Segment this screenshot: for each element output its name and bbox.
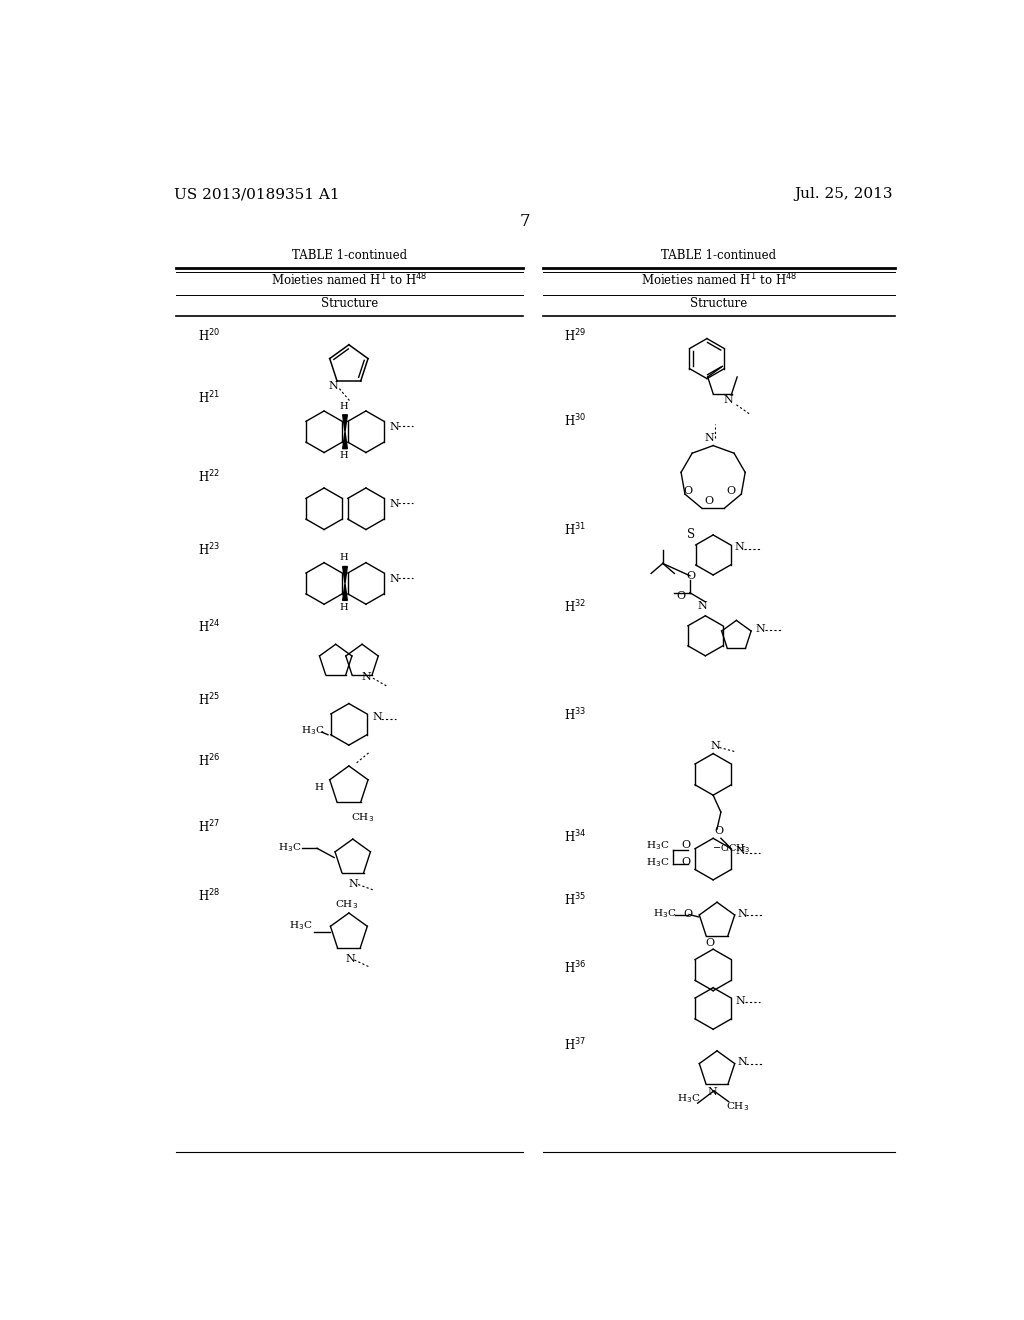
- Text: N: N: [708, 1088, 717, 1097]
- Text: H: H: [339, 553, 348, 562]
- Text: H$_3$C: H$_3$C: [646, 857, 669, 869]
- Text: N: N: [361, 672, 371, 681]
- Text: H$^{33}$: H$^{33}$: [564, 708, 587, 723]
- Text: O: O: [687, 570, 696, 581]
- Polygon shape: [343, 566, 347, 583]
- Text: O: O: [683, 486, 692, 496]
- Text: H$^{35}$: H$^{35}$: [564, 892, 587, 908]
- Text: O: O: [681, 841, 690, 850]
- Text: H$^{21}$: H$^{21}$: [198, 389, 220, 407]
- Text: H$^{32}$: H$^{32}$: [564, 599, 587, 615]
- Text: TABLE 1-continued: TABLE 1-continued: [662, 248, 776, 261]
- Text: Moieties named H$^1$ to H$^{48}$: Moieties named H$^1$ to H$^{48}$: [641, 272, 797, 289]
- Text: H$_3$C: H$_3$C: [653, 907, 677, 920]
- Text: H$^{36}$: H$^{36}$: [564, 960, 587, 975]
- Text: US 2013/0189351 A1: US 2013/0189351 A1: [174, 187, 340, 202]
- Text: N: N: [389, 499, 399, 510]
- Text: O: O: [676, 591, 685, 601]
- Text: methoxy: methoxy: [724, 849, 730, 850]
- Text: CH$_3$: CH$_3$: [335, 898, 358, 911]
- Polygon shape: [343, 432, 347, 449]
- Text: H$_3$C: H$_3$C: [279, 841, 302, 854]
- Text: N: N: [735, 995, 745, 1006]
- Text: N: N: [372, 711, 382, 722]
- Text: Jul. 25, 2013: Jul. 25, 2013: [795, 187, 893, 202]
- Text: TABLE 1-continued: TABLE 1-continued: [292, 248, 408, 261]
- Text: O: O: [705, 496, 714, 506]
- Text: N: N: [345, 954, 354, 965]
- Text: N: N: [756, 624, 766, 634]
- Text: CH$_3$: CH$_3$: [351, 810, 375, 824]
- Text: H$_3$C: H$_3$C: [289, 920, 312, 932]
- Text: N: N: [389, 574, 399, 583]
- Text: N: N: [737, 909, 746, 919]
- Text: H$^{37}$: H$^{37}$: [564, 1036, 587, 1053]
- Text: N: N: [724, 395, 733, 405]
- Text: H$^{24}$: H$^{24}$: [198, 618, 220, 635]
- Text: N: N: [710, 741, 720, 751]
- Text: H$^{31}$: H$^{31}$: [564, 523, 587, 539]
- Text: H: H: [339, 603, 348, 611]
- Text: H$_3$C: H$_3$C: [301, 725, 325, 738]
- Text: CH$_3$: CH$_3$: [726, 1101, 750, 1113]
- Text: H$^{22}$: H$^{22}$: [198, 469, 220, 484]
- Text: N: N: [329, 381, 338, 391]
- Text: H: H: [314, 783, 324, 792]
- Text: Structure: Structure: [322, 297, 378, 310]
- Text: N: N: [737, 1057, 746, 1068]
- Text: Structure: Structure: [690, 297, 748, 310]
- Text: Moieties named H$^1$ to H$^{48}$: Moieties named H$^1$ to H$^{48}$: [271, 272, 428, 289]
- Text: H$^{23}$: H$^{23}$: [198, 541, 220, 558]
- Text: S: S: [687, 528, 695, 541]
- Text: H$_3$C: H$_3$C: [646, 840, 669, 853]
- Text: O: O: [683, 909, 692, 919]
- Text: $\mathdefault{-}$OCH$_3$: $\mathdefault{-}$OCH$_3$: [712, 842, 750, 855]
- Text: O: O: [715, 826, 724, 836]
- Text: H$^{34}$: H$^{34}$: [564, 829, 587, 845]
- Text: H$^{20}$: H$^{20}$: [198, 329, 220, 345]
- Text: O: O: [726, 486, 735, 496]
- Text: N: N: [735, 543, 744, 552]
- Text: H: H: [339, 401, 348, 411]
- Text: H$^{26}$: H$^{26}$: [198, 754, 220, 770]
- Text: H$^{30}$: H$^{30}$: [564, 413, 587, 429]
- Text: N: N: [705, 433, 714, 444]
- Text: N: N: [735, 846, 745, 857]
- Text: H: H: [339, 451, 348, 459]
- Text: 7: 7: [519, 213, 530, 230]
- Polygon shape: [343, 583, 347, 601]
- Text: H$_3$C: H$_3$C: [677, 1093, 700, 1105]
- Text: H$^{25}$: H$^{25}$: [198, 692, 220, 708]
- Text: N: N: [389, 422, 399, 432]
- Text: H$^{27}$: H$^{27}$: [198, 818, 220, 836]
- Text: O: O: [706, 939, 715, 948]
- Text: N: N: [697, 601, 708, 611]
- Text: N: N: [349, 879, 358, 888]
- Text: H$^{28}$: H$^{28}$: [198, 888, 220, 904]
- Polygon shape: [343, 414, 347, 432]
- Text: O: O: [681, 857, 690, 867]
- Text: H$^{29}$: H$^{29}$: [564, 329, 587, 345]
